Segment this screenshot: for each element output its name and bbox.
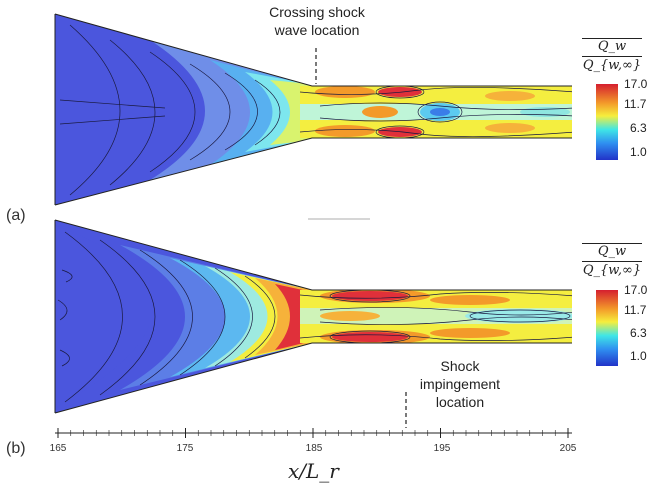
colorbar-a-tick: 11.7 <box>624 97 647 111</box>
colorbar-a-tick: 1.0 <box>630 145 647 159</box>
panel-a-label: (a) <box>6 207 26 224</box>
colorbar-a-tick: 17.0 <box>624 77 648 91</box>
x-tick-label: 175 <box>176 443 194 454</box>
panel-a-contours <box>55 14 572 205</box>
colorbar-b-tick: 17.0 <box>624 283 648 297</box>
colorbar-b-tick: 11.7 <box>624 303 647 317</box>
colorbar-a-bar <box>596 84 618 160</box>
panel-b-label: (b) <box>6 440 26 457</box>
colorbar-b-tick: 6.3 <box>630 326 647 340</box>
colorbar-a-tick: 6.3 <box>630 121 647 135</box>
colorbar-a-title: Q_w Q_{w,∞} <box>582 38 642 73</box>
colorbar-b-title: Q_w Q_{w,∞} <box>582 243 642 278</box>
colorbar-b-bar <box>596 290 618 366</box>
x-axis <box>55 428 572 438</box>
x-tick-label: 165 <box>49 443 67 454</box>
panel-a-annotation: Crossing shock wave location <box>269 4 365 38</box>
panel-b-outline <box>54 219 572 414</box>
colorbar-b-tick: 1.0 <box>630 349 647 363</box>
panel-b-annotation: Shock impingement location <box>419 358 501 410</box>
x-axis-title: x/L_r <box>288 459 339 483</box>
panel-a-outline <box>54 13 572 206</box>
x-tick-label: 185 <box>305 443 323 454</box>
x-tick-label: 205 <box>559 443 577 454</box>
x-tick-label: 195 <box>433 443 451 454</box>
